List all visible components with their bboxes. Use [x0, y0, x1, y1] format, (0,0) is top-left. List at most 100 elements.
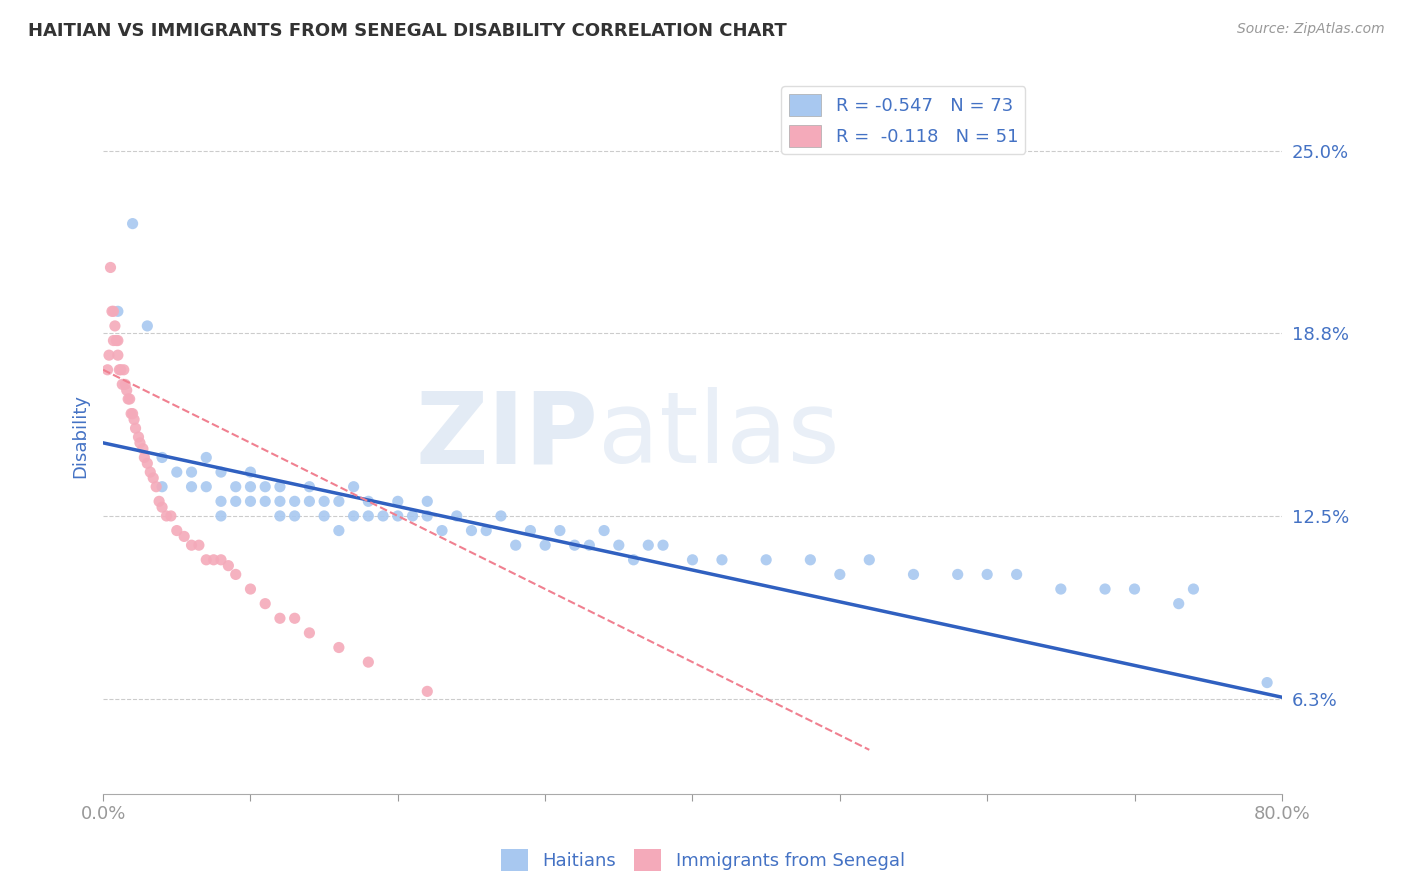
Point: [239, 494, 262, 508]
Point: [284, 508, 307, 523]
Point: [104, 318, 127, 333]
Text: ZIP: ZIP: [415, 387, 598, 484]
Point: [117, 392, 139, 406]
Point: [1167, 597, 1189, 611]
Point: [416, 494, 439, 508]
Point: [1005, 567, 1028, 582]
Point: [209, 508, 232, 523]
Point: [254, 480, 277, 494]
Point: [946, 567, 969, 582]
Point: [166, 465, 188, 479]
Point: [120, 407, 142, 421]
Point: [254, 597, 277, 611]
Point: [139, 465, 162, 479]
Point: [387, 508, 409, 523]
Point: [136, 318, 159, 333]
Point: [593, 524, 616, 538]
Point: [121, 217, 143, 231]
Point: [269, 508, 291, 523]
Point: [134, 450, 156, 465]
Point: [387, 494, 409, 508]
Point: [342, 508, 364, 523]
Point: [799, 553, 821, 567]
Point: [127, 430, 149, 444]
Point: [269, 494, 291, 508]
Point: [150, 480, 173, 494]
Point: [328, 524, 350, 538]
Point: [475, 524, 498, 538]
Text: HAITIAN VS IMMIGRANTS FROM SENEGAL DISABILITY CORRELATION CHART: HAITIAN VS IMMIGRANTS FROM SENEGAL DISAB…: [28, 22, 787, 40]
Point: [107, 304, 129, 318]
Point: [548, 524, 571, 538]
Point: [269, 480, 291, 494]
Point: [180, 480, 202, 494]
Y-axis label: Disability: Disability: [72, 393, 89, 477]
Point: [148, 494, 170, 508]
Point: [710, 553, 733, 567]
Point: [637, 538, 659, 552]
Point: [903, 567, 925, 582]
Point: [328, 640, 350, 655]
Point: [103, 304, 125, 318]
Point: [122, 412, 145, 426]
Point: [755, 553, 778, 567]
Point: [298, 494, 321, 508]
Point: [298, 480, 321, 494]
Point: [328, 494, 350, 508]
Text: atlas: atlas: [598, 387, 839, 484]
Point: [1050, 582, 1073, 596]
Point: [145, 480, 167, 494]
Point: [298, 626, 321, 640]
Point: [460, 524, 482, 538]
Point: [150, 450, 173, 465]
Point: [209, 465, 232, 479]
Point: [107, 348, 129, 362]
Point: [121, 407, 143, 421]
Point: [519, 524, 541, 538]
Point: [118, 392, 141, 406]
Point: [314, 508, 336, 523]
Point: [239, 465, 262, 479]
Point: [103, 334, 125, 348]
Point: [342, 480, 364, 494]
Point: [357, 508, 380, 523]
Point: [1123, 582, 1146, 596]
Legend: R = -0.547   N = 73, R =  -0.118   N = 51: R = -0.547 N = 73, R = -0.118 N = 51: [782, 87, 1025, 154]
Point: [195, 450, 218, 465]
Point: [173, 529, 195, 543]
Point: [180, 465, 202, 479]
Point: [150, 500, 173, 515]
Point: [239, 480, 262, 494]
Point: [132, 442, 155, 456]
Point: [607, 538, 630, 552]
Point: [101, 304, 124, 318]
Point: [416, 508, 439, 523]
Point: [357, 494, 380, 508]
Text: Source: ZipAtlas.com: Source: ZipAtlas.com: [1237, 22, 1385, 37]
Point: [155, 508, 177, 523]
Point: [110, 363, 132, 377]
Point: [105, 334, 128, 348]
Point: [564, 538, 586, 552]
Point: [858, 553, 880, 567]
Point: [98, 348, 121, 362]
Point: [269, 611, 291, 625]
Point: [682, 553, 704, 567]
Point: [136, 456, 159, 470]
Point: [357, 655, 380, 669]
Point: [209, 494, 232, 508]
Point: [416, 684, 439, 698]
Point: [446, 508, 468, 523]
Point: [976, 567, 998, 582]
Point: [217, 558, 239, 573]
Point: [828, 567, 851, 582]
Point: [108, 363, 131, 377]
Point: [166, 524, 188, 538]
Point: [578, 538, 600, 552]
Point: [652, 538, 675, 552]
Point: [107, 334, 129, 348]
Point: [180, 538, 202, 552]
Point: [623, 553, 645, 567]
Point: [111, 377, 134, 392]
Point: [112, 363, 135, 377]
